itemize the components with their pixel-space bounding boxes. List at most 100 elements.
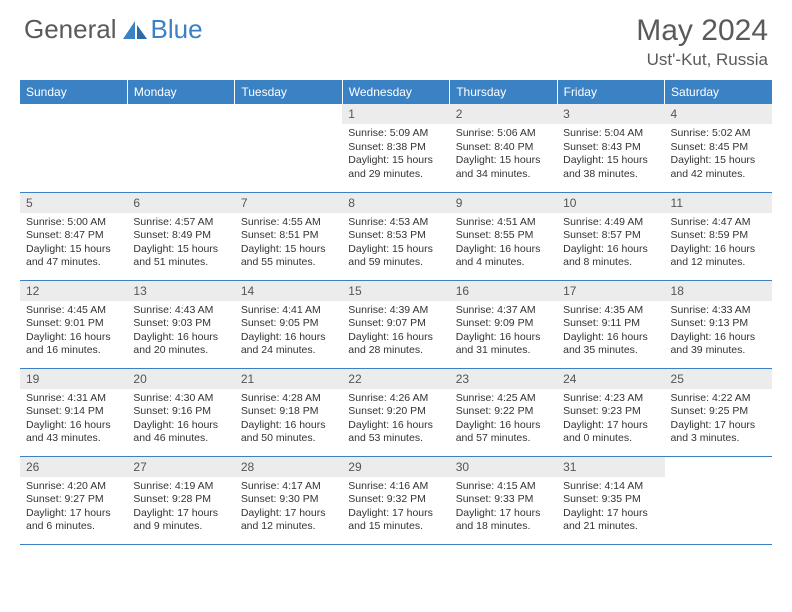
calendar-head: SundayMondayTuesdayWednesdayThursdayFrid… bbox=[20, 80, 772, 104]
calendar-cell: 3Sunrise: 5:04 AMSunset: 8:43 PMDaylight… bbox=[557, 104, 664, 192]
day-number: 29 bbox=[342, 457, 449, 477]
calendar-cell: 14Sunrise: 4:41 AMSunset: 9:05 PMDayligh… bbox=[235, 280, 342, 368]
day-number: 1 bbox=[342, 104, 449, 124]
day-number: 28 bbox=[235, 457, 342, 477]
day-info: Sunrise: 4:17 AMSunset: 9:30 PMDaylight:… bbox=[235, 477, 342, 539]
weekday-header: Thursday bbox=[450, 80, 557, 104]
calendar-cell: 28Sunrise: 4:17 AMSunset: 9:30 PMDayligh… bbox=[235, 456, 342, 544]
day-number: 22 bbox=[342, 369, 449, 389]
day-number: 20 bbox=[127, 369, 234, 389]
day-number: 27 bbox=[127, 457, 234, 477]
weekday-header: Friday bbox=[557, 80, 664, 104]
calendar-cell: 24Sunrise: 4:23 AMSunset: 9:23 PMDayligh… bbox=[557, 368, 664, 456]
calendar-cell bbox=[20, 104, 127, 192]
calendar-cell: 7Sunrise: 4:55 AMSunset: 8:51 PMDaylight… bbox=[235, 192, 342, 280]
calendar-cell: 6Sunrise: 4:57 AMSunset: 8:49 PMDaylight… bbox=[127, 192, 234, 280]
day-info: Sunrise: 4:16 AMSunset: 9:32 PMDaylight:… bbox=[342, 477, 449, 539]
day-number: 15 bbox=[342, 281, 449, 301]
day-number: 13 bbox=[127, 281, 234, 301]
day-number: 7 bbox=[235, 193, 342, 213]
calendar-table: SundayMondayTuesdayWednesdayThursdayFrid… bbox=[20, 80, 772, 545]
location-label: Ust'-Kut, Russia bbox=[636, 50, 768, 70]
day-info: Sunrise: 4:51 AMSunset: 8:55 PMDaylight:… bbox=[450, 213, 557, 275]
calendar-cell: 10Sunrise: 4:49 AMSunset: 8:57 PMDayligh… bbox=[557, 192, 664, 280]
calendar-cell: 27Sunrise: 4:19 AMSunset: 9:28 PMDayligh… bbox=[127, 456, 234, 544]
calendar-cell: 12Sunrise: 4:45 AMSunset: 9:01 PMDayligh… bbox=[20, 280, 127, 368]
weekday-header: Tuesday bbox=[235, 80, 342, 104]
day-info: Sunrise: 4:37 AMSunset: 9:09 PMDaylight:… bbox=[450, 301, 557, 363]
day-info: Sunrise: 4:23 AMSunset: 9:23 PMDaylight:… bbox=[557, 389, 664, 451]
calendar-cell: 20Sunrise: 4:30 AMSunset: 9:16 PMDayligh… bbox=[127, 368, 234, 456]
month-title: May 2024 bbox=[636, 14, 768, 48]
day-number: 8 bbox=[342, 193, 449, 213]
day-number: 17 bbox=[557, 281, 664, 301]
day-info: Sunrise: 4:30 AMSunset: 9:16 PMDaylight:… bbox=[127, 389, 234, 451]
day-number: 2 bbox=[450, 104, 557, 124]
day-info: Sunrise: 5:00 AMSunset: 8:47 PMDaylight:… bbox=[20, 213, 127, 275]
calendar-row: 5Sunrise: 5:00 AMSunset: 8:47 PMDaylight… bbox=[20, 192, 772, 280]
day-number: 21 bbox=[235, 369, 342, 389]
calendar-row: 1Sunrise: 5:09 AMSunset: 8:38 PMDaylight… bbox=[20, 104, 772, 192]
day-number: 5 bbox=[20, 193, 127, 213]
weekday-header: Saturday bbox=[665, 80, 772, 104]
day-info: Sunrise: 4:39 AMSunset: 9:07 PMDaylight:… bbox=[342, 301, 449, 363]
logo-sail-icon bbox=[121, 19, 149, 41]
day-info: Sunrise: 4:55 AMSunset: 8:51 PMDaylight:… bbox=[235, 213, 342, 275]
day-info: Sunrise: 4:26 AMSunset: 9:20 PMDaylight:… bbox=[342, 389, 449, 451]
calendar-cell: 8Sunrise: 4:53 AMSunset: 8:53 PMDaylight… bbox=[342, 192, 449, 280]
day-info: Sunrise: 5:06 AMSunset: 8:40 PMDaylight:… bbox=[450, 124, 557, 186]
day-number: 12 bbox=[20, 281, 127, 301]
logo: General Blue bbox=[24, 14, 203, 45]
weekday-header: Wednesday bbox=[342, 80, 449, 104]
day-number: 10 bbox=[557, 193, 664, 213]
day-info: Sunrise: 4:19 AMSunset: 9:28 PMDaylight:… bbox=[127, 477, 234, 539]
day-info: Sunrise: 4:33 AMSunset: 9:13 PMDaylight:… bbox=[665, 301, 772, 363]
calendar-body: 1Sunrise: 5:09 AMSunset: 8:38 PMDaylight… bbox=[20, 104, 772, 544]
day-info: Sunrise: 4:43 AMSunset: 9:03 PMDaylight:… bbox=[127, 301, 234, 363]
day-number: 4 bbox=[665, 104, 772, 124]
weekday-header: Sunday bbox=[20, 80, 127, 104]
weekday-header: Monday bbox=[127, 80, 234, 104]
day-info: Sunrise: 4:31 AMSunset: 9:14 PMDaylight:… bbox=[20, 389, 127, 451]
calendar-cell: 2Sunrise: 5:06 AMSunset: 8:40 PMDaylight… bbox=[450, 104, 557, 192]
day-info: Sunrise: 4:14 AMSunset: 9:35 PMDaylight:… bbox=[557, 477, 664, 539]
day-info: Sunrise: 4:28 AMSunset: 9:18 PMDaylight:… bbox=[235, 389, 342, 451]
calendar-cell: 13Sunrise: 4:43 AMSunset: 9:03 PMDayligh… bbox=[127, 280, 234, 368]
day-number: 26 bbox=[20, 457, 127, 477]
calendar-cell: 16Sunrise: 4:37 AMSunset: 9:09 PMDayligh… bbox=[450, 280, 557, 368]
day-number: 6 bbox=[127, 193, 234, 213]
day-number: 31 bbox=[557, 457, 664, 477]
day-number: 23 bbox=[450, 369, 557, 389]
header: General Blue May 2024 Ust'-Kut, Russia bbox=[0, 0, 792, 74]
day-info: Sunrise: 5:04 AMSunset: 8:43 PMDaylight:… bbox=[557, 124, 664, 186]
day-info: Sunrise: 4:49 AMSunset: 8:57 PMDaylight:… bbox=[557, 213, 664, 275]
calendar-cell: 26Sunrise: 4:20 AMSunset: 9:27 PMDayligh… bbox=[20, 456, 127, 544]
day-info: Sunrise: 4:35 AMSunset: 9:11 PMDaylight:… bbox=[557, 301, 664, 363]
day-info: Sunrise: 5:09 AMSunset: 8:38 PMDaylight:… bbox=[342, 124, 449, 186]
calendar-row: 12Sunrise: 4:45 AMSunset: 9:01 PMDayligh… bbox=[20, 280, 772, 368]
calendar-cell bbox=[235, 104, 342, 192]
calendar-cell: 31Sunrise: 4:14 AMSunset: 9:35 PMDayligh… bbox=[557, 456, 664, 544]
calendar-cell: 5Sunrise: 5:00 AMSunset: 8:47 PMDaylight… bbox=[20, 192, 127, 280]
calendar-row: 26Sunrise: 4:20 AMSunset: 9:27 PMDayligh… bbox=[20, 456, 772, 544]
calendar-cell: 23Sunrise: 4:25 AMSunset: 9:22 PMDayligh… bbox=[450, 368, 557, 456]
day-number: 19 bbox=[20, 369, 127, 389]
calendar-cell: 1Sunrise: 5:09 AMSunset: 8:38 PMDaylight… bbox=[342, 104, 449, 192]
day-info: Sunrise: 4:57 AMSunset: 8:49 PMDaylight:… bbox=[127, 213, 234, 275]
calendar-cell: 11Sunrise: 4:47 AMSunset: 8:59 PMDayligh… bbox=[665, 192, 772, 280]
day-number: 11 bbox=[665, 193, 772, 213]
calendar-cell bbox=[665, 456, 772, 544]
calendar-cell: 30Sunrise: 4:15 AMSunset: 9:33 PMDayligh… bbox=[450, 456, 557, 544]
title-block: May 2024 Ust'-Kut, Russia bbox=[636, 14, 768, 70]
calendar-cell: 22Sunrise: 4:26 AMSunset: 9:20 PMDayligh… bbox=[342, 368, 449, 456]
calendar-cell: 19Sunrise: 4:31 AMSunset: 9:14 PMDayligh… bbox=[20, 368, 127, 456]
day-info: Sunrise: 4:53 AMSunset: 8:53 PMDaylight:… bbox=[342, 213, 449, 275]
day-info: Sunrise: 4:45 AMSunset: 9:01 PMDaylight:… bbox=[20, 301, 127, 363]
day-number: 25 bbox=[665, 369, 772, 389]
day-info: Sunrise: 4:47 AMSunset: 8:59 PMDaylight:… bbox=[665, 213, 772, 275]
logo-text-2: Blue bbox=[151, 14, 203, 45]
day-number: 14 bbox=[235, 281, 342, 301]
calendar-cell: 21Sunrise: 4:28 AMSunset: 9:18 PMDayligh… bbox=[235, 368, 342, 456]
day-info: Sunrise: 4:22 AMSunset: 9:25 PMDaylight:… bbox=[665, 389, 772, 451]
calendar-cell: 25Sunrise: 4:22 AMSunset: 9:25 PMDayligh… bbox=[665, 368, 772, 456]
